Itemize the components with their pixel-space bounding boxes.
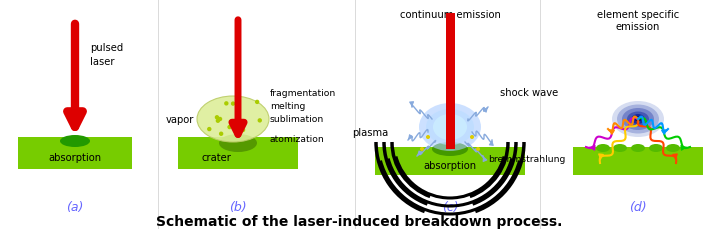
Ellipse shape	[666, 144, 680, 152]
Text: (d): (d)	[629, 201, 647, 214]
Ellipse shape	[197, 97, 269, 142]
Text: vapor: vapor	[166, 114, 194, 124]
Text: fragmentation: fragmentation	[270, 89, 336, 98]
Ellipse shape	[617, 105, 659, 134]
Circle shape	[237, 134, 241, 138]
Ellipse shape	[631, 144, 645, 152]
Circle shape	[426, 135, 430, 139]
Circle shape	[257, 119, 262, 123]
Text: (b): (b)	[229, 201, 247, 214]
Ellipse shape	[426, 109, 474, 145]
Bar	[375, 147, 525, 175]
Ellipse shape	[613, 144, 627, 152]
Ellipse shape	[631, 114, 644, 124]
Text: shock wave: shock wave	[500, 88, 558, 98]
Ellipse shape	[419, 104, 481, 151]
Text: Schematic of the laser-induced breakdown process.: Schematic of the laser-induced breakdown…	[156, 214, 563, 228]
Circle shape	[207, 127, 211, 132]
Circle shape	[420, 147, 424, 151]
Circle shape	[470, 135, 474, 139]
Text: crater: crater	[201, 152, 231, 162]
Circle shape	[215, 116, 219, 120]
Circle shape	[218, 117, 222, 122]
Ellipse shape	[622, 109, 654, 131]
Ellipse shape	[627, 112, 649, 127]
Bar	[178, 137, 298, 169]
Circle shape	[219, 132, 224, 136]
Ellipse shape	[649, 144, 663, 152]
Ellipse shape	[612, 101, 664, 137]
Ellipse shape	[596, 144, 610, 152]
Ellipse shape	[432, 142, 468, 156]
Text: emission: emission	[615, 22, 660, 32]
Bar	[446, 14, 454, 149]
Text: absorption: absorption	[48, 152, 101, 162]
Circle shape	[227, 125, 232, 130]
Circle shape	[216, 119, 220, 123]
Text: bremmstrahlung: bremmstrahlung	[488, 155, 565, 164]
Ellipse shape	[433, 114, 467, 140]
Ellipse shape	[635, 117, 641, 122]
Text: plasma: plasma	[352, 128, 388, 137]
Text: atomization: atomization	[270, 135, 325, 144]
Circle shape	[255, 100, 260, 105]
Text: pulsed
laser: pulsed laser	[90, 43, 123, 66]
Ellipse shape	[219, 134, 257, 152]
Circle shape	[476, 147, 480, 151]
Circle shape	[224, 102, 229, 106]
Bar	[573, 147, 703, 175]
Circle shape	[231, 102, 235, 106]
Text: absorption: absorption	[423, 160, 477, 170]
Text: (a): (a)	[66, 201, 83, 214]
Text: sublimation: sublimation	[270, 115, 324, 124]
Text: melting: melting	[270, 102, 306, 111]
Text: (c): (c)	[441, 201, 458, 214]
Bar	[18, 137, 132, 169]
Ellipse shape	[60, 135, 90, 147]
Text: element specific: element specific	[597, 10, 679, 20]
Circle shape	[241, 128, 245, 133]
Text: continuum emission: continuum emission	[400, 10, 500, 20]
